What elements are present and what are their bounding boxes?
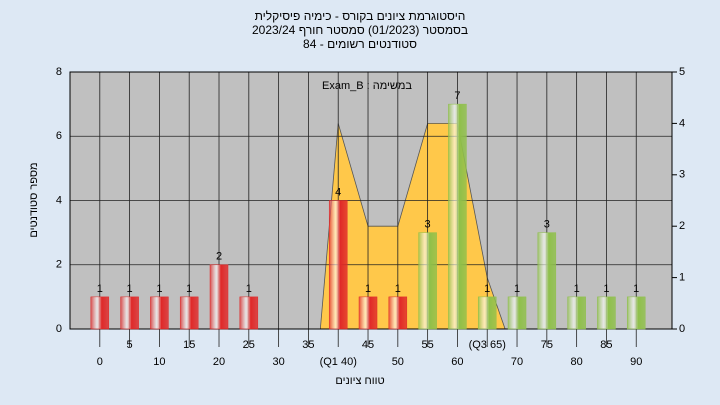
bar — [477, 296, 497, 330]
x-tick-label: 80 — [571, 356, 583, 368]
chart-subtitle: בסמסטר (01/2023) סמסטר חורף 2023/24 — [252, 23, 468, 37]
bar — [537, 232, 557, 330]
data-label: 1 — [574, 283, 580, 295]
data-label: 1 — [246, 283, 252, 295]
bar — [388, 296, 408, 330]
x-tick-label: (Q1 40) — [320, 356, 357, 368]
bar — [90, 296, 110, 330]
bar — [358, 296, 378, 330]
chart-subtitle: סטודנטים רשומים - 84 — [303, 37, 417, 51]
x-tick-label: 90 — [630, 356, 642, 368]
bar — [448, 103, 467, 330]
x-tick-label: 45 — [362, 339, 374, 351]
data-label: 3 — [425, 219, 431, 231]
x-tick-label: 5 — [127, 339, 133, 351]
x-tick-label: 85 — [600, 339, 612, 351]
y-tick-label: 0 — [56, 323, 62, 335]
x-tick-label: 25 — [243, 339, 255, 351]
y2-tick-label: 3 — [679, 169, 685, 181]
x-tick-label: 50 — [392, 356, 404, 368]
x-axis-label: טווח ציונים — [335, 375, 384, 387]
bar — [120, 296, 139, 330]
bar — [150, 296, 169, 330]
data-label: 7 — [454, 90, 460, 102]
data-label: 1 — [633, 283, 639, 295]
data-label: 1 — [603, 283, 609, 295]
y2-tick-label: 0 — [679, 323, 685, 335]
data-label: 1 — [97, 283, 103, 295]
chart-title: היסטוגרמת ציונים בקורס - כימיה פיסיקלית — [255, 9, 466, 23]
x-tick-label: 30 — [272, 356, 284, 368]
data-label: 4 — [335, 186, 341, 198]
annotation: Exam_B : במשימה — [322, 80, 412, 92]
bar — [179, 296, 199, 330]
x-tick-label: 15 — [183, 339, 195, 351]
bar — [507, 296, 527, 330]
x-tick-label: 20 — [213, 356, 225, 368]
data-label: 1 — [127, 283, 133, 295]
y-axis-label: מספר סטודנטים — [28, 162, 40, 237]
data-label: 1 — [484, 283, 490, 295]
y-tick-label: 4 — [56, 194, 62, 206]
data-label: 1 — [156, 283, 162, 295]
bar — [597, 296, 616, 330]
y2-tick-label: 5 — [679, 66, 685, 78]
data-label: 3 — [544, 219, 550, 231]
bar — [626, 296, 646, 330]
x-tick-label: (Q3 65) — [469, 339, 506, 351]
data-label: 1 — [395, 283, 401, 295]
y-tick-label: 2 — [56, 259, 62, 271]
y-tick-label: 6 — [56, 130, 62, 142]
y2-tick-label: 2 — [679, 220, 685, 232]
x-tick-label: 55 — [421, 339, 433, 351]
bar — [239, 296, 259, 330]
data-label: 1 — [514, 283, 520, 295]
data-label: 1 — [186, 283, 192, 295]
x-tick-label: 35 — [302, 339, 314, 351]
x-tick-label: 10 — [153, 356, 165, 368]
bar — [418, 232, 437, 330]
y2-tick-label: 1 — [679, 272, 685, 284]
x-tick-label: 70 — [511, 356, 523, 368]
bar — [567, 296, 586, 330]
data-label: 2 — [216, 251, 222, 263]
y-tick-label: 8 — [56, 66, 62, 78]
x-tick-label: 75 — [541, 339, 553, 351]
bar — [328, 200, 348, 330]
x-tick-label: 0 — [97, 356, 103, 368]
x-tick-label: 60 — [451, 356, 463, 368]
data-label: 1 — [365, 283, 371, 295]
y2-tick-label: 4 — [679, 117, 685, 129]
bar — [209, 264, 229, 330]
